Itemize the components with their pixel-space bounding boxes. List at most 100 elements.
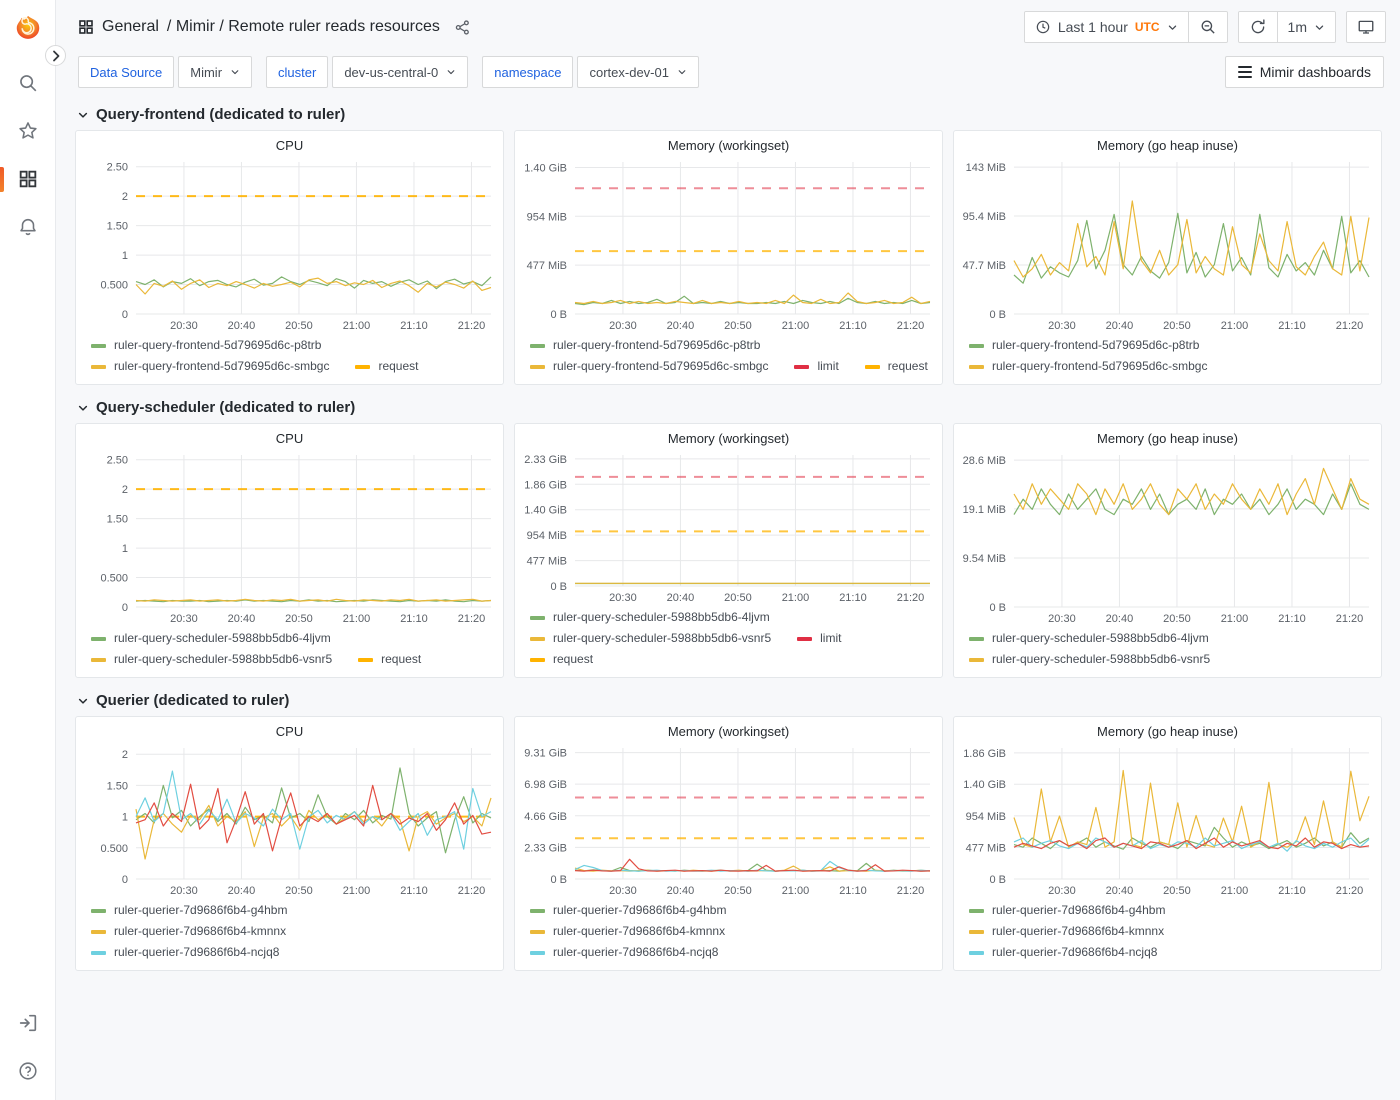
- legend-item[interactable]: ruler-query-scheduler-5988bb5db6-vsnr5: [530, 628, 771, 649]
- share-icon[interactable]: [454, 19, 471, 36]
- legend-item[interactable]: ruler-query-frontend-5d79695d6c-smbgc: [530, 356, 768, 377]
- row-header-query-scheduler[interactable]: Query-scheduler (dedicated to ruler): [77, 399, 1382, 416]
- legend-item[interactable]: request: [865, 356, 928, 377]
- legend-item[interactable]: ruler-querier-7d9686f6b4-kmnnx: [530, 921, 725, 942]
- chevron-down-icon: [677, 67, 687, 77]
- legend-item[interactable]: ruler-query-scheduler-5988bb5db6-4ljvm: [530, 607, 770, 628]
- legend-item[interactable]: ruler-query-frontend-5d79695d6c-smbgc: [91, 356, 329, 377]
- svg-text:1.50: 1.50: [107, 780, 128, 792]
- legend-label: ruler-query-frontend-5d79695d6c-smbgc: [114, 356, 329, 377]
- legend-item[interactable]: ruler-query-scheduler-5988bb5db6-vsnr5: [969, 649, 1210, 670]
- time-series-chart[interactable]: 00.50011.50220:3020:4020:5021:0021:1021:…: [76, 740, 503, 899]
- legend-label: ruler-query-scheduler-5988bb5db6-4ljvm: [114, 628, 331, 649]
- svg-text:20:30: 20:30: [1048, 885, 1076, 897]
- panel-title[interactable]: Memory (workingset): [515, 131, 942, 154]
- dashboard-canvas: Query-frontend (dedicated to ruler) CPU …: [56, 98, 1400, 1100]
- svg-text:21:10: 21:10: [1278, 885, 1306, 897]
- legend-label: ruler-query-scheduler-5988bb5db6-4ljvm: [553, 607, 770, 628]
- time-series-chart[interactable]: 0 B477 MiB954 MiB1.40 GiB20:3020:4020:50…: [515, 154, 942, 334]
- panel-title[interactable]: Memory (workingset): [515, 424, 942, 447]
- variable-cluster-label[interactable]: cluster: [266, 56, 328, 88]
- variable-datasource-label[interactable]: Data Source: [78, 56, 174, 88]
- panel-title[interactable]: CPU: [76, 717, 503, 740]
- sign-out-icon[interactable]: [0, 1012, 55, 1034]
- breadcrumb-folder[interactable]: General: [102, 18, 159, 36]
- legend-item[interactable]: ruler-querier-7d9686f6b4-ncjq8: [91, 942, 279, 963]
- variable-namespace-label[interactable]: namespace: [482, 56, 573, 88]
- svg-text:477 MiB: 477 MiB: [527, 260, 567, 272]
- time-series-chart[interactable]: 00.50011.5022.5020:3020:4020:5021:0021:1…: [76, 447, 503, 627]
- refresh-button[interactable]: [1239, 12, 1277, 42]
- help-icon[interactable]: [0, 1060, 55, 1082]
- time-series-chart[interactable]: 0 B47.7 MiB95.4 MiB143 MiB20:3020:4020:5…: [954, 154, 1381, 334]
- panel-title[interactable]: CPU: [76, 131, 503, 154]
- zoom-out-button[interactable]: [1188, 12, 1227, 42]
- variable-namespace-value[interactable]: cortex-dev-01: [577, 56, 698, 88]
- legend-item[interactable]: ruler-query-frontend-5d79695d6c-p8trb: [91, 335, 321, 356]
- legend-item[interactable]: ruler-query-frontend-5d79695d6c-p8trb: [969, 335, 1199, 356]
- legend-swatch: [969, 344, 984, 348]
- panel-memory-workingset: Memory (workingset) 0 B2.33 GiB4.66 GiB6…: [514, 716, 943, 971]
- svg-text:0 B: 0 B: [550, 309, 567, 321]
- legend-item[interactable]: ruler-query-scheduler-5988bb5db6-vsnr5: [91, 649, 332, 670]
- legend-label: ruler-querier-7d9686f6b4-ncjq8: [114, 942, 279, 963]
- time-series-chart[interactable]: 0 B2.33 GiB4.66 GiB6.98 GiB9.31 GiB20:30…: [515, 740, 942, 899]
- alerting-bell-icon[interactable]: [0, 216, 55, 238]
- legend-item[interactable]: ruler-querier-7d9686f6b4-g4hbm: [530, 900, 726, 921]
- legend-item[interactable]: request: [530, 649, 593, 670]
- panel-title[interactable]: Memory (go heap inuse): [954, 131, 1381, 154]
- panel-title[interactable]: CPU: [76, 424, 503, 447]
- variable-datasource-value[interactable]: Mimir: [178, 56, 252, 88]
- search-icon[interactable]: [0, 72, 55, 94]
- svg-text:21:20: 21:20: [897, 320, 925, 332]
- panel-title[interactable]: Memory (go heap inuse): [954, 717, 1381, 740]
- row-header-query-frontend[interactable]: Query-frontend (dedicated to ruler): [77, 106, 1382, 123]
- mimir-dashboards-button[interactable]: Mimir dashboards: [1225, 56, 1384, 88]
- grafana-logo[interactable]: [13, 14, 43, 44]
- time-range-picker[interactable]: Last 1 hour UTC: [1025, 12, 1188, 42]
- legend-item[interactable]: ruler-querier-7d9686f6b4-g4hbm: [91, 900, 287, 921]
- legend-item[interactable]: limit: [794, 356, 838, 377]
- svg-text:21:20: 21:20: [897, 592, 925, 604]
- breadcrumb-dashboard-title[interactable]: / Mimir / Remote ruler reads resources: [167, 18, 440, 36]
- legend-item[interactable]: ruler-querier-7d9686f6b4-ncjq8: [530, 942, 718, 963]
- row-header-querier[interactable]: Querier (dedicated to ruler): [77, 692, 1382, 709]
- legend-item[interactable]: request: [355, 356, 418, 377]
- panel-title[interactable]: Memory (workingset): [515, 717, 942, 740]
- time-series-chart[interactable]: 0 B477 MiB954 MiB1.40 GiB1.86 GiB20:3020…: [954, 740, 1381, 899]
- svg-text:21:20: 21:20: [1336, 613, 1364, 625]
- svg-text:0 B: 0 B: [550, 874, 567, 886]
- svg-text:2.33 GiB: 2.33 GiB: [524, 842, 567, 854]
- legend-item[interactable]: ruler-querier-7d9686f6b4-ncjq8: [969, 942, 1157, 963]
- chevron-down-icon: [446, 67, 456, 77]
- legend-item[interactable]: request: [358, 649, 421, 670]
- legend-item[interactable]: ruler-query-scheduler-5988bb5db6-4ljvm: [91, 628, 331, 649]
- legend-item[interactable]: ruler-query-frontend-5d79695d6c-p8trb: [530, 335, 760, 356]
- legend-swatch: [969, 930, 984, 934]
- kiosk-mode-button[interactable]: [1347, 12, 1385, 42]
- legend-swatch: [355, 365, 370, 369]
- time-series-chart[interactable]: 0 B477 MiB954 MiB1.40 GiB1.86 GiB2.33 Gi…: [515, 447, 942, 606]
- chevron-down-icon: [77, 695, 89, 707]
- legend-swatch: [91, 344, 106, 348]
- top-nav: General / Mimir / Remote ruler reads res…: [56, 0, 1400, 54]
- sidebar-toggle-button[interactable]: [45, 45, 66, 66]
- legend-item[interactable]: ruler-querier-7d9686f6b4-kmnnx: [969, 921, 1164, 942]
- variable-cluster-value[interactable]: dev-us-central-0: [332, 56, 468, 88]
- time-series-chart[interactable]: 0 B9.54 MiB19.1 MiB28.6 MiB20:3020:4020:…: [954, 447, 1381, 627]
- chevron-down-icon: [1314, 22, 1325, 33]
- grafana-app: General / Mimir / Remote ruler reads res…: [0, 0, 1400, 1100]
- panel-title[interactable]: Memory (go heap inuse): [954, 424, 1381, 447]
- svg-text:0 B: 0 B: [989, 602, 1006, 614]
- legend-item[interactable]: ruler-query-frontend-5d79695d6c-smbgc: [969, 356, 1207, 377]
- legend-item[interactable]: ruler-querier-7d9686f6b4-kmnnx: [91, 921, 286, 942]
- starred-icon[interactable]: [0, 120, 55, 142]
- svg-text:0: 0: [122, 874, 128, 886]
- time-series-chart[interactable]: 00.50011.5022.5020:3020:4020:5021:0021:1…: [76, 154, 503, 334]
- dashboards-icon[interactable]: [0, 168, 55, 190]
- legend-item[interactable]: ruler-query-scheduler-5988bb5db6-4ljvm: [969, 628, 1209, 649]
- svg-text:2: 2: [122, 749, 128, 761]
- legend-item[interactable]: ruler-querier-7d9686f6b4-g4hbm: [969, 900, 1165, 921]
- legend-item[interactable]: limit: [797, 628, 841, 649]
- refresh-interval-picker[interactable]: 1m: [1277, 12, 1335, 42]
